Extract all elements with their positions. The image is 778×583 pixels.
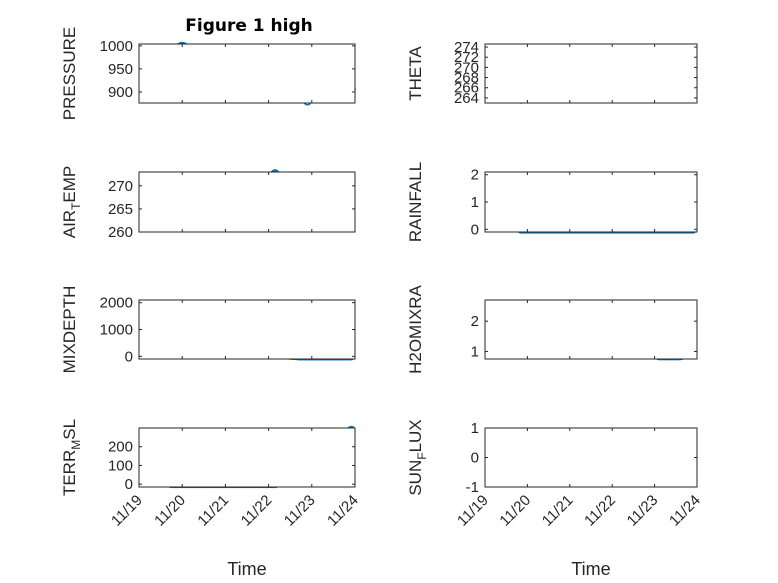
y-tick-label: 1000 (100, 38, 133, 55)
x-tick-label: 11/19 (108, 492, 146, 530)
y-tick-label: 260 (108, 224, 133, 241)
subplot-sun_flux: 1 0 -111/19 11/20 11/21 11/22 11/23 11/24 SUNFLU… (406, 419, 704, 579)
ticks: 2 1 0 (471, 167, 698, 238)
x-tick-label: 11/22 (581, 492, 619, 530)
x-tick-label: 11/21 (194, 492, 232, 530)
y-tick-label: 100 (108, 457, 133, 474)
ticks: 270 265 260 (108, 172, 356, 241)
y-tick-label: -1 (466, 479, 479, 496)
y-tick-label: 266 (454, 80, 479, 97)
y-axis-label: RAINFALL (406, 162, 425, 242)
y-tick-label: 200 (108, 439, 133, 456)
axes-frame (484, 171, 698, 233)
y-tick-label: 274 (454, 39, 479, 56)
x-tick-label: 11/21 (539, 492, 577, 530)
y-axis-label: SUNFLUX (406, 419, 429, 495)
y-axis-label: H2OMIXRA (406, 284, 425, 373)
y-axis-label: AIRTEMP (60, 166, 83, 239)
ticks: 21 (471, 300, 698, 360)
y-axis-label: TERRMSL (60, 419, 83, 496)
ticks: 2000 1000 0 (100, 295, 356, 365)
subplot-air_temp: 270 265 260 AIRTEMP (60, 166, 356, 241)
x-tick-label: 11/22 (238, 492, 276, 530)
y-axis-label: PRESSURE (60, 27, 79, 121)
y-tick-label: 270 (454, 59, 479, 76)
subplot-mixdepth: 2000 1000 0 MIXDEPTH (60, 286, 356, 374)
axes-frame (138, 171, 356, 233)
y-tick-label: 0 (125, 476, 133, 493)
y-tick-label: 2 (471, 313, 479, 330)
y-tick-label: 265 (108, 201, 133, 218)
x-tick-label: 11/20 (496, 492, 534, 530)
chart-title: Figure 1 high (185, 16, 313, 36)
x-tick-label: 11/23 (281, 492, 319, 530)
y-tick-label: 0 (471, 221, 479, 238)
x-tick-label: 11/24 (324, 492, 362, 530)
axes-frame (484, 427, 698, 488)
axes-frame (484, 43, 698, 104)
y-tick-label: 272 (454, 49, 479, 66)
y-tick-label: 1 (471, 420, 479, 437)
y-tick-label: 0 (125, 348, 133, 365)
y-tick-label: 270 (108, 178, 133, 195)
x-tick-label: 11/20 (151, 492, 189, 530)
y-tick-label: 264 (454, 90, 479, 107)
y-tick-label: 1000 (100, 322, 133, 339)
subplot-pressure: 1000 950 900 PRESSURE Figure 1 high (60, 16, 356, 121)
y-tick-label: 2 (471, 167, 479, 184)
x-tick-label: 11/23 (624, 492, 662, 530)
y-tick-label: 900 (108, 84, 133, 101)
y-tick-label: 0 (471, 450, 479, 467)
y-tick-label: 268 (454, 70, 479, 87)
axes-frame (138, 427, 356, 488)
y-axis-label: MIXDEPTH (60, 286, 79, 374)
y-tick-label: 1 (471, 194, 479, 211)
axes-frame (138, 299, 356, 360)
axes-frame (138, 43, 356, 104)
subplot-rainfall: 2 1 0 RAINFALL (406, 162, 698, 242)
axes-frame (484, 299, 698, 360)
x-axis-label: Time (571, 559, 610, 579)
x-tick-label: 11/24 (666, 492, 704, 530)
x-axis-label: Time (227, 559, 266, 579)
ticks: 1000 950 900 (100, 38, 356, 103)
y-tick-label: 950 (108, 61, 133, 78)
y-tick-label: 2000 (100, 295, 133, 312)
x-tick-label: 11/19 (454, 492, 492, 530)
y-axis-label: THETA (406, 46, 425, 101)
y-tick-label: 1 (471, 343, 479, 360)
